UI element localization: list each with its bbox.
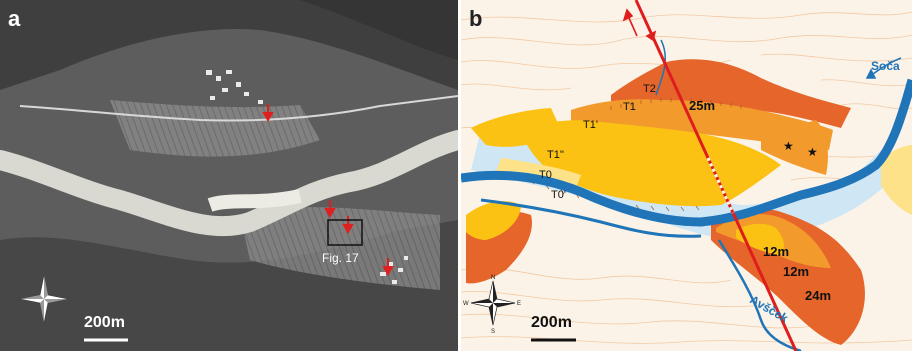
fault-line-inferred — [706, 157, 735, 214]
compass-e: E — [517, 301, 521, 307]
label-t2: T2 — [643, 83, 656, 95]
label-t1-prime: T1' — [583, 119, 598, 131]
panel-a-letter: a — [8, 6, 21, 31]
scale-label-a: 200m — [84, 314, 125, 331]
compass-rose-icon: N S E W — [463, 275, 521, 335]
compass-rose-icon — [19, 274, 69, 324]
label-offset-25m: 25m — [689, 98, 715, 113]
aerial-photo: Fig. 17 — [0, 0, 458, 351]
compass-n: N — [491, 275, 495, 281]
red-arrow-markers — [262, 104, 394, 277]
flow-arrow-icon — [865, 57, 902, 79]
label-offset-24m: 24m — [805, 288, 831, 303]
panel-b-letter: b — [469, 6, 483, 31]
stream-north — [655, 39, 666, 96]
river-avscek — [717, 239, 802, 351]
fig17-label: Fig. 17 — [322, 251, 359, 265]
label-offset-12m-a: 12m — [763, 244, 789, 259]
aerial-photo-panel: Fig. 17 a 200m — [0, 0, 458, 351]
terrace-lower-right-t1-prime — [736, 223, 784, 255]
compass-s: S — [491, 329, 495, 335]
label-t1-double-prime: T1'' — [547, 149, 564, 161]
river-side-channel — [480, 198, 702, 238]
terrace-t1-left — [471, 108, 561, 147]
star-marker-icon: ★ — [783, 139, 794, 153]
river-soca — [461, 78, 912, 227]
label-t1: T1 — [623, 101, 636, 113]
terrace-far-right — [881, 145, 912, 215]
panel-divider — [458, 0, 461, 351]
terrace-t1-prime — [521, 120, 781, 207]
fault-slip-arrows-icon — [622, 8, 657, 42]
terrace-map-panel: ★ ★ T2 T1 T1' T1'' T0 T0' 25m 12m 12m 24… — [461, 0, 912, 351]
label-offset-12m-b: 12m — [783, 264, 809, 279]
terrace-right-small — [761, 120, 828, 175]
scale-label-b: 200m — [531, 314, 572, 331]
terrace-lower-left-inner — [466, 201, 521, 240]
star-marker-icon: ★ — [807, 145, 818, 159]
terrace-map: ★ ★ T2 T1 T1' T1'' T0 T0' 25m 12m 12m 24… — [461, 0, 912, 351]
label-t0: T0 — [539, 169, 552, 181]
fig17-frame — [327, 219, 363, 246]
label-t0-prime: T0' — [551, 189, 566, 201]
compass-w: W — [463, 301, 469, 307]
